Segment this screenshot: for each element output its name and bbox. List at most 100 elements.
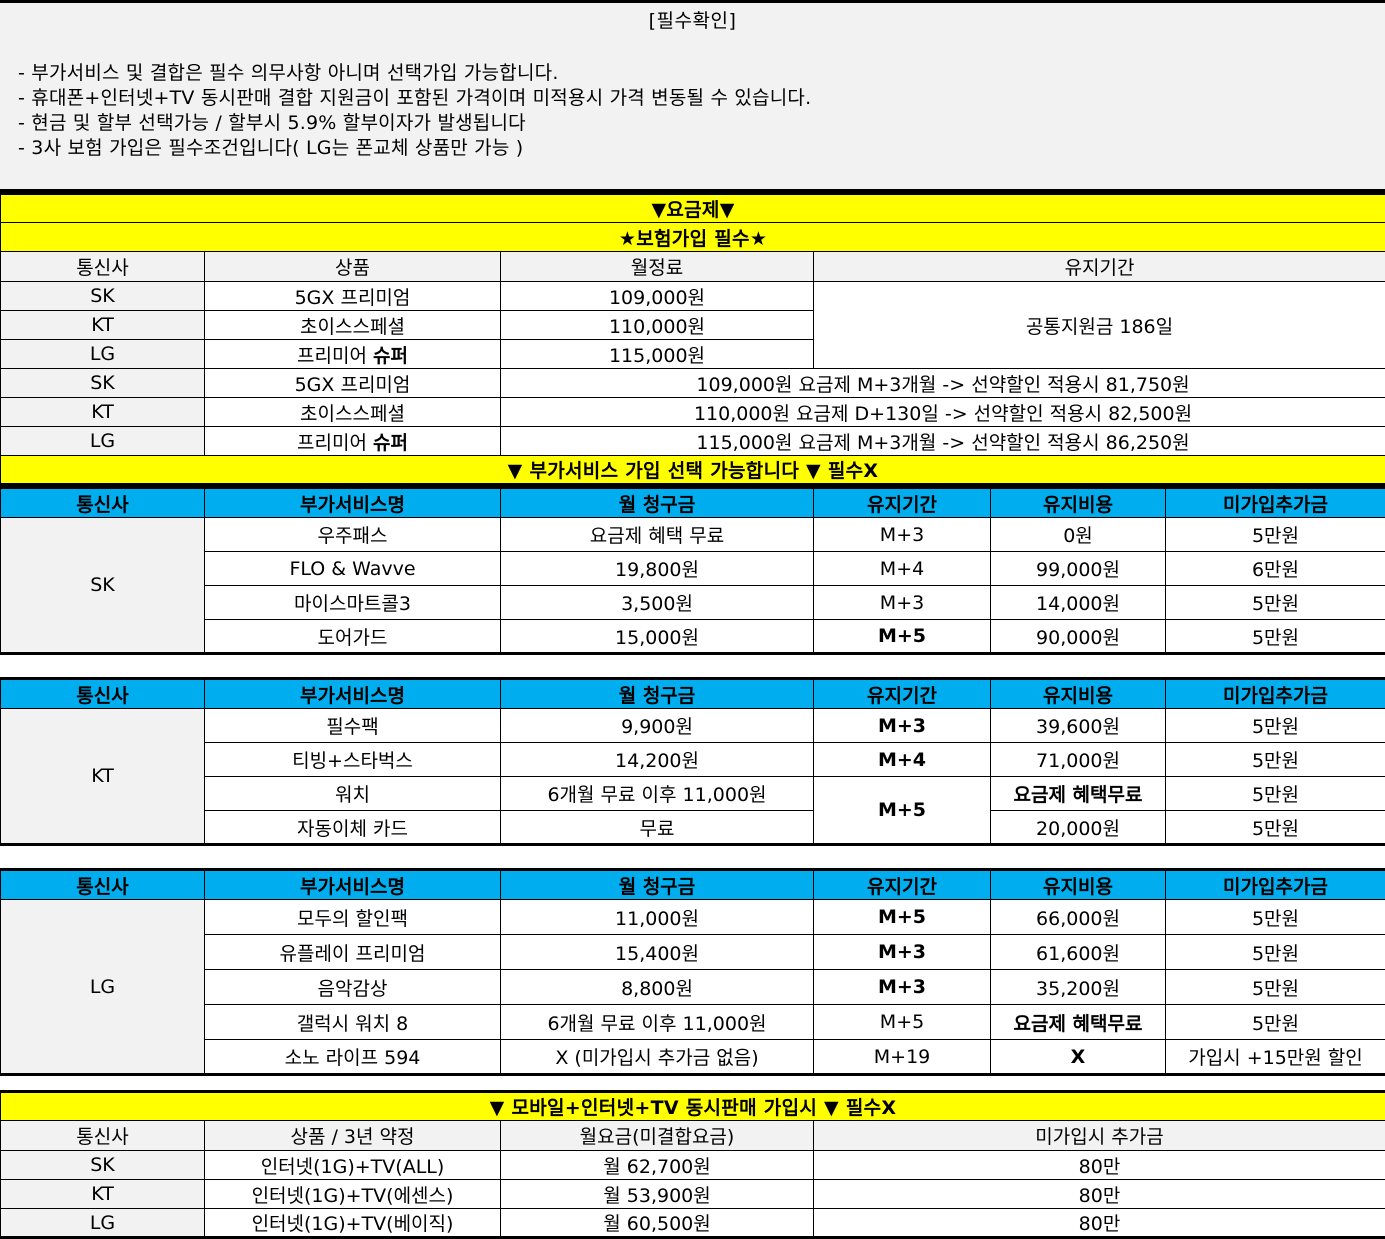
addon-kt-header-row: 통신사 부가서비스명 월 청구금 유지기간 유지비용 미가입추가금 — [1, 679, 1385, 709]
addon-name: 도어가드 — [205, 620, 501, 654]
addon-cost: 14,000원 — [991, 586, 1166, 620]
addon-carrier-kt: KT — [1, 709, 205, 845]
plan-product: 프리미어 슈퍼 — [205, 340, 501, 369]
addon-extra: 5만원 — [1166, 970, 1385, 1005]
addon-header-name: 부가서비스명 — [205, 870, 501, 900]
table-row: 티빙+스타벅스 14,200원 M+4 71,000원 5만원 — [1, 743, 1385, 777]
addon-banner: ▼ 부가서비스 가입 선택 가능합니다 ▼ 필수X — [1, 456, 1385, 485]
addon-extra: 5만원 — [1166, 518, 1385, 552]
table-row: LG 프리미어 슈퍼 115,000원 요금제 M+3개월 -> 선약할인 적용… — [1, 427, 1385, 456]
addon-extra: 5만원 — [1166, 1005, 1385, 1040]
addon-extra: 6만원 — [1166, 552, 1385, 586]
addon-cost: 71,000원 — [991, 743, 1166, 777]
plan-header-fee: 월정료 — [501, 252, 814, 282]
addon-bill: 15,400원 — [501, 935, 814, 970]
addon-bill: 11,000원 — [501, 900, 814, 935]
table-row: 워치 6개월 무료 이후 11,000원 M+5 요금제 혜택무료 5만원 — [1, 777, 1385, 811]
addon-period: M+5 — [814, 900, 991, 935]
addon-lg-header-row: 통신사 부가서비스명 월 청구금 유지기간 유지비용 미가입추가금 — [1, 870, 1385, 900]
plan-carrier: SK — [1, 282, 205, 311]
notice-list: - 부가서비스 및 결합은 필수 의무사항 아니며 선택가입 가능합니다. - … — [0, 31, 1385, 161]
plan-product: 5GX 프리미엄 — [205, 369, 501, 398]
notice-line-4: - 3사 보험 가입은 필수조건입니다( LG는 폰교체 상품만 가능 ) — [18, 136, 1385, 161]
plan-detail: 110,000원 요금제 D+130일 -> 선약할인 적용시 82,500원 — [501, 398, 1385, 427]
plan-fee: 115,000원 — [501, 340, 814, 369]
plan-header-carrier: 통신사 — [1, 252, 205, 282]
addon-extra: 5만원 — [1166, 900, 1385, 935]
plan-detail: 115,000원 요금제 M+3개월 -> 선약할인 적용시 86,250원 — [501, 427, 1385, 456]
notice-line-1: - 부가서비스 및 결합은 필수 의무사항 아니며 선택가입 가능합니다. — [18, 61, 1385, 86]
table-row: 소노 라이프 594 X (미가입시 추가금 없음) M+19 X 가입시 +1… — [1, 1040, 1385, 1075]
table-row: SK 우주패스 요금제 혜택 무료 M+3 0원 5만원 — [1, 518, 1385, 552]
addon-header-period: 유지기간 — [814, 870, 991, 900]
addon-period: M+3 — [814, 586, 991, 620]
addon-banner-row: ▼ 부가서비스 가입 선택 가능합니다 ▼ 필수X — [1, 456, 1385, 485]
plan-support-note: 공통지원금 186일 — [814, 282, 1385, 369]
plan-carrier: KT — [1, 398, 205, 427]
addon-table-sk: 통신사 부가서비스명 월 청구금 유지기간 유지비용 미가입추가금 SK 우주패… — [0, 486, 1385, 655]
plan-product: 5GX 프리미엄 — [205, 282, 501, 311]
table-row: 자동이체 카드 무료 20,000원 5만원 — [1, 811, 1385, 845]
plan-fee: 110,000원 — [501, 311, 814, 340]
combo-product: 인터넷(1G)+TV(ALL) — [205, 1151, 501, 1180]
plan-product-emph: 슈퍼 — [373, 345, 408, 367]
plan-product-emph: 슈퍼 — [373, 432, 408, 454]
combo-fee: 월 62,700원 — [501, 1151, 814, 1180]
plan-product-text: 프리미어 — [297, 432, 373, 454]
table-row: 유플레이 프리미엄 15,400원 M+3 61,600원 5만원 — [1, 935, 1385, 970]
addon-period: M+3 — [814, 935, 991, 970]
addon-period-merged: M+5 — [814, 777, 991, 845]
combo-extra: 80만 — [814, 1151, 1385, 1180]
combo-banner-row: ▼ 모바일+인터넷+TV 동시판매 가입시 ▼ 필수X — [1, 1092, 1385, 1121]
addon-bill: 19,800원 — [501, 552, 814, 586]
notice-block: [필수확인] - 부가서비스 및 결합은 필수 의무사항 아니며 선택가입 가능… — [0, 0, 1385, 192]
plan-product-text: 5GX 프리미엄 — [295, 374, 411, 396]
table-row: 음악감상 8,800원 M+3 35,200원 5만원 — [1, 970, 1385, 1005]
addon-period: M+19 — [814, 1040, 991, 1075]
combo-banner: ▼ 모바일+인터넷+TV 동시판매 가입시 ▼ 필수X — [1, 1092, 1385, 1121]
addon-header-bill: 월 청구금 — [501, 870, 814, 900]
plan-product-text: 프리미어 — [297, 345, 373, 367]
addon-cost: 66,000원 — [991, 900, 1166, 935]
addon-bill: 요금제 혜택 무료 — [501, 518, 814, 552]
table-row: FLO & Wavve 19,800원 M+4 99,000원 6만원 — [1, 552, 1385, 586]
combo-header-carrier: 통신사 — [1, 1121, 205, 1151]
addon-cost: 0원 — [991, 518, 1166, 552]
addon-extra: 5만원 — [1166, 935, 1385, 970]
plan-carrier: LG — [1, 427, 205, 456]
addon-name: 유플레이 프리미엄 — [205, 935, 501, 970]
addon-header-cost: 유지비용 — [991, 488, 1166, 518]
addon-extra: 5만원 — [1166, 811, 1385, 845]
table-row: LG 모두의 할인팩 11,000원 M+5 66,000원 5만원 — [1, 900, 1385, 935]
addon-name: 필수팩 — [205, 709, 501, 743]
addon-header-period: 유지기간 — [814, 488, 991, 518]
addon-bill: 15,000원 — [501, 620, 814, 654]
addon-name: FLO & Wavve — [205, 552, 501, 586]
addon-cost: 요금제 혜택무료 — [991, 1005, 1166, 1040]
plan-product: 초이스스페셜 — [205, 398, 501, 427]
addon-carrier-lg: LG — [1, 900, 205, 1075]
combo-carrier: KT — [1, 1180, 205, 1209]
addon-carrier-sk: SK — [1, 518, 205, 654]
plan-subbanner: ★보험가입 필수★ — [1, 223, 1385, 252]
addon-table-kt: 통신사 부가서비스명 월 청구금 유지기간 유지비용 미가입추가금 KT 필수팩… — [0, 677, 1385, 846]
addon-bill: 14,200원 — [501, 743, 814, 777]
addon-name: 워치 — [205, 777, 501, 811]
combo-header-extra: 미가입시 추가금 — [814, 1121, 1385, 1151]
combo-carrier: LG — [1, 1209, 205, 1238]
addon-header-extra: 미가입추가금 — [1166, 488, 1385, 518]
plan-product: 초이스스페셜 — [205, 311, 501, 340]
addon-table-lg: 통신사 부가서비스명 월 청구금 유지기간 유지비용 미가입추가금 LG 모두의… — [0, 868, 1385, 1076]
combo-header-fee: 월요금(미결합요금) — [501, 1121, 814, 1151]
addon-name: 음악감상 — [205, 970, 501, 1005]
addon-name: 갤럭시 워치 8 — [205, 1005, 501, 1040]
notice-line-2: - 휴대폰+인터넷+TV 동시판매 결합 지원금이 포함된 가격이며 미적용시 … — [18, 86, 1385, 111]
addon-period: M+3 — [814, 709, 991, 743]
addon-bill: 6개월 무료 이후 11,000원 — [501, 1005, 814, 1040]
combo-fee: 월 53,900원 — [501, 1180, 814, 1209]
table-row: LG 인터넷(1G)+TV(베이직) 월 60,500원 80만 — [1, 1209, 1385, 1238]
table-row: 마이스마트콜3 3,500원 M+3 14,000원 5만원 — [1, 586, 1385, 620]
addon-period: M+4 — [814, 743, 991, 777]
combo-product: 인터넷(1G)+TV(베이직) — [205, 1209, 501, 1238]
addon-extra: 5만원 — [1166, 709, 1385, 743]
